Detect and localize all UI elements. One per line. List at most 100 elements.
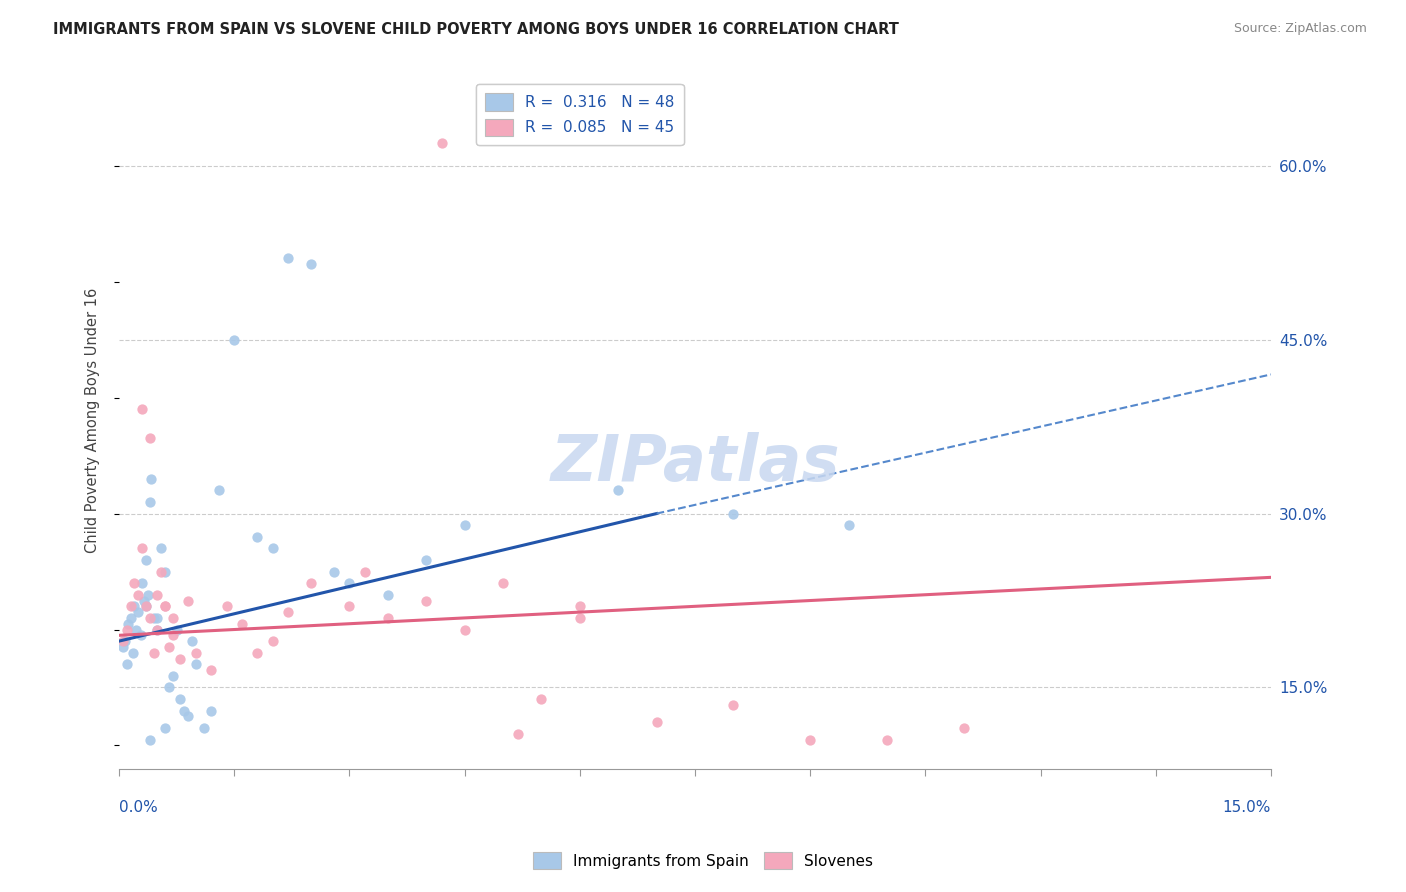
Point: [157, 640, 180, 654]
Point: [184, 657, 207, 672]
Point: [153, 599, 176, 614]
Point: [838, 518, 860, 533]
Point: [299, 576, 322, 591]
Point: [200, 704, 222, 718]
Point: [135, 553, 157, 567]
Point: [162, 611, 184, 625]
Point: [607, 483, 630, 498]
Point: [127, 605, 149, 619]
Point: [339, 576, 361, 591]
Point: [645, 715, 668, 730]
Point: [129, 628, 152, 642]
Point: [415, 593, 437, 607]
Point: [157, 681, 180, 695]
Point: [146, 611, 169, 625]
Point: [568, 611, 591, 625]
Point: [508, 727, 530, 741]
Point: [135, 599, 157, 614]
Point: [125, 623, 148, 637]
Point: [177, 709, 200, 723]
Point: [952, 721, 974, 735]
Text: ZIPatlas: ZIPatlas: [550, 432, 839, 493]
Point: [231, 616, 253, 631]
Point: [139, 431, 162, 445]
Point: [139, 495, 162, 509]
Point: [136, 588, 159, 602]
Point: [799, 732, 821, 747]
Point: [430, 136, 453, 150]
Point: [122, 646, 145, 660]
Point: [277, 605, 299, 619]
Point: [723, 698, 745, 712]
Point: [115, 657, 138, 672]
Point: [114, 634, 136, 648]
Point: [111, 640, 134, 654]
Point: [876, 732, 898, 747]
Point: [262, 541, 284, 556]
Point: [184, 646, 207, 660]
Point: [162, 669, 184, 683]
Point: [124, 576, 146, 591]
Point: [453, 518, 475, 533]
Point: [162, 628, 184, 642]
Point: [115, 623, 138, 637]
Point: [120, 599, 142, 614]
Point: [117, 616, 139, 631]
Point: [166, 623, 188, 637]
Point: [153, 565, 176, 579]
Point: [131, 402, 153, 417]
Point: [146, 623, 169, 637]
Point: [277, 252, 299, 266]
Point: [169, 651, 191, 665]
Point: [215, 599, 238, 614]
Point: [142, 646, 165, 660]
Point: [124, 599, 146, 614]
Legend: Immigrants from Spain, Slovenes: Immigrants from Spain, Slovenes: [527, 846, 879, 875]
Point: [173, 704, 195, 718]
Point: [492, 576, 515, 591]
Point: [135, 599, 157, 614]
Point: [377, 588, 399, 602]
Point: [246, 646, 269, 660]
Legend: R =  0.316   N = 48, R =  0.085   N = 45: R = 0.316 N = 48, R = 0.085 N = 45: [477, 84, 683, 145]
Point: [169, 692, 191, 706]
Point: [131, 541, 153, 556]
Point: [120, 611, 142, 625]
Point: [139, 732, 162, 747]
Point: [453, 623, 475, 637]
Point: [415, 553, 437, 567]
Point: [200, 663, 222, 677]
Text: 15.0%: 15.0%: [1223, 800, 1271, 815]
Point: [111, 634, 134, 648]
Point: [131, 576, 153, 591]
Point: [568, 599, 591, 614]
Point: [299, 257, 322, 271]
Point: [181, 634, 204, 648]
Point: [142, 611, 165, 625]
Point: [153, 599, 176, 614]
Point: [246, 530, 269, 544]
Point: [146, 623, 169, 637]
Point: [141, 472, 163, 486]
Point: [262, 634, 284, 648]
Text: Source: ZipAtlas.com: Source: ZipAtlas.com: [1233, 22, 1367, 36]
Point: [193, 721, 215, 735]
Point: [530, 692, 553, 706]
Text: IMMIGRANTS FROM SPAIN VS SLOVENE CHILD POVERTY AMONG BOYS UNDER 16 CORRELATION C: IMMIGRANTS FROM SPAIN VS SLOVENE CHILD P…: [53, 22, 900, 37]
Text: 0.0%: 0.0%: [120, 800, 157, 815]
Point: [723, 507, 745, 521]
Point: [150, 541, 173, 556]
Point: [339, 599, 361, 614]
Point: [132, 593, 155, 607]
Point: [177, 593, 200, 607]
Point: [208, 483, 231, 498]
Point: [323, 565, 346, 579]
Point: [153, 721, 176, 735]
Point: [139, 611, 162, 625]
Point: [150, 565, 173, 579]
Point: [127, 588, 149, 602]
Point: [146, 588, 169, 602]
Point: [377, 611, 399, 625]
Point: [224, 333, 246, 347]
Y-axis label: Child Poverty Among Boys Under 16: Child Poverty Among Boys Under 16: [86, 288, 100, 553]
